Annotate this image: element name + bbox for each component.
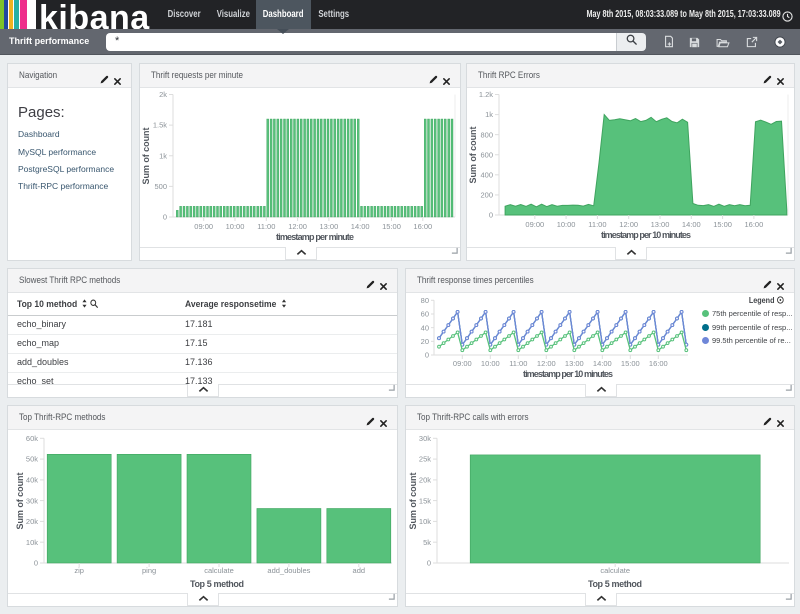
svg-text:400: 400 [480, 170, 493, 179]
svg-text:09:00: 09:00 [525, 220, 544, 229]
svg-text:Sum of count: Sum of count [468, 127, 478, 184]
svg-text:Top 5 method: Top 5 method [190, 579, 244, 589]
svg-text:16:00: 16:00 [745, 220, 764, 229]
svg-text:15k: 15k [419, 496, 431, 505]
svg-text:500: 500 [154, 182, 167, 191]
svg-text:0: 0 [425, 351, 429, 360]
svg-text:add: add [353, 566, 366, 575]
svg-text:30k: 30k [419, 434, 431, 443]
svg-text:30k: 30k [26, 496, 38, 505]
svg-text:14:00: 14:00 [351, 222, 370, 231]
svg-text:5k: 5k [423, 538, 431, 547]
svg-text:11:00: 11:00 [509, 359, 527, 368]
svg-text:15:00: 15:00 [621, 359, 640, 368]
svg-text:1k: 1k [159, 151, 167, 160]
svg-text:1.2k: 1.2k [479, 90, 493, 99]
svg-text:60k: 60k [26, 434, 38, 443]
svg-text:40: 40 [421, 323, 429, 332]
svg-text:10k: 10k [419, 517, 431, 526]
svg-text:14:00: 14:00 [593, 359, 612, 368]
svg-text:11:00: 11:00 [588, 220, 606, 229]
svg-text:20: 20 [421, 337, 429, 346]
svg-text:2k: 2k [159, 90, 167, 99]
svg-text:10k: 10k [26, 538, 38, 547]
svg-text:0: 0 [427, 559, 431, 568]
svg-text:60: 60 [421, 310, 429, 319]
svg-text:15:00: 15:00 [713, 220, 732, 229]
svg-text:800: 800 [480, 130, 493, 139]
svg-text:10:00: 10:00 [481, 359, 500, 368]
svg-text:calculate: calculate [204, 566, 234, 575]
svg-text:10:00: 10:00 [557, 220, 576, 229]
svg-text:14:00: 14:00 [682, 220, 701, 229]
svg-text:Sum of count: Sum of count [408, 473, 418, 530]
svg-text:09:00: 09:00 [453, 359, 472, 368]
svg-text:Sum of count: Sum of count [141, 128, 151, 185]
svg-text:Top 5 method: Top 5 method [588, 579, 642, 589]
svg-text:0: 0 [34, 559, 38, 568]
svg-text:0: 0 [489, 211, 493, 220]
svg-text:12:00: 12:00 [619, 220, 638, 229]
svg-text:200: 200 [480, 191, 493, 200]
svg-text:11:00: 11:00 [257, 222, 275, 231]
svg-text:40k: 40k [26, 475, 38, 484]
svg-text:10:00: 10:00 [226, 222, 245, 231]
svg-text:1k: 1k [485, 110, 493, 119]
svg-text:calculate: calculate [600, 566, 630, 575]
svg-text:add_doubles: add_doubles [267, 566, 310, 575]
svg-text:13:00: 13:00 [651, 220, 670, 229]
svg-text:12:00: 12:00 [288, 222, 307, 231]
svg-text:80: 80 [421, 296, 429, 305]
svg-text:12:00: 12:00 [537, 359, 556, 368]
svg-text:Sum of count: Sum of count [15, 473, 25, 530]
svg-text:1.5k: 1.5k [153, 121, 167, 130]
svg-text:20k: 20k [419, 475, 431, 484]
svg-text:09:00: 09:00 [194, 222, 213, 231]
svg-text:16:00: 16:00 [649, 359, 668, 368]
svg-text:zip: zip [74, 566, 84, 575]
svg-text:timestamp per 10 minutes: timestamp per 10 minutes [523, 369, 613, 379]
svg-text:13:00: 13:00 [320, 222, 339, 231]
svg-text:13:00: 13:00 [565, 359, 584, 368]
svg-text:0: 0 [163, 213, 167, 222]
svg-text:20k: 20k [26, 517, 38, 526]
svg-text:timestamp per 10 minutes: timestamp per 10 minutes [601, 230, 691, 240]
svg-text:ping: ping [142, 566, 156, 575]
svg-text:timestamp per minute: timestamp per minute [276, 232, 354, 242]
svg-text:600: 600 [480, 150, 493, 159]
svg-text:50k: 50k [26, 455, 38, 464]
svg-text:16:00: 16:00 [413, 222, 432, 231]
svg-text:15:00: 15:00 [382, 222, 401, 231]
svg-text:25k: 25k [419, 455, 431, 464]
